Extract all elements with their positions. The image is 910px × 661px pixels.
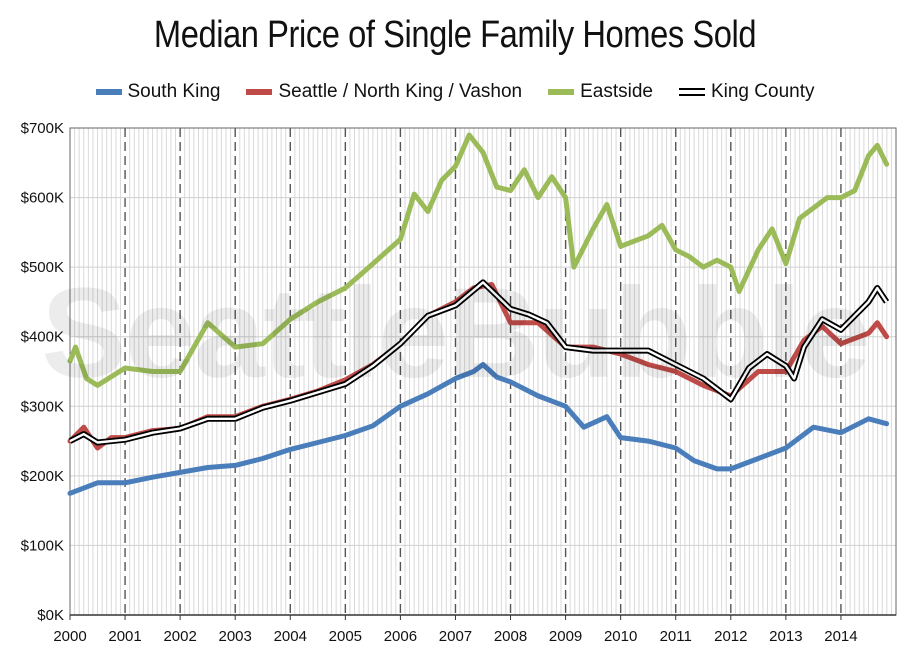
x-tick-label: 2009 — [549, 628, 582, 645]
tick-labels: $0K $100K $200K $300K $400K $500K $600K $700K 20… — [21, 120, 858, 645]
legend-label-seattle: Seattle / North King / Vashon — [278, 81, 523, 102]
x-tick-label: 2000 — [53, 628, 86, 645]
y-tick-label: $0K — [37, 607, 64, 624]
y-tick-label: $600K — [21, 190, 64, 207]
y-tick-label: $500K — [21, 259, 64, 276]
x-tick-label: 2007 — [439, 628, 472, 645]
y-tick-label: $100K — [21, 537, 64, 554]
y-tick-label: $400K — [21, 329, 64, 346]
series-line-eastside — [67, 132, 890, 388]
x-tick-label: 2003 — [219, 628, 252, 645]
x-tick-label: 2014 — [824, 628, 857, 645]
x-tick-label: 2001 — [108, 628, 141, 645]
x-tick-label: 2002 — [163, 628, 196, 645]
legend-swatch-south-king — [95, 89, 122, 95]
x-tick-label: 2005 — [329, 628, 362, 645]
legend-label-eastside: Eastside — [580, 81, 653, 102]
legend-item-king-county: King County — [678, 81, 815, 103]
series-line-south-king — [67, 362, 890, 496]
x-tick-label: 2008 — [494, 628, 527, 645]
legend-label-king-county: King County — [710, 81, 815, 102]
legend-item-eastside: Eastside — [548, 81, 653, 103]
chart-legend: South King Seattle / North King / Vashon… — [0, 78, 910, 106]
series-line-king-county — [69, 281, 888, 444]
y-tick-label: $300K — [21, 398, 64, 415]
axes — [69, 127, 897, 620]
legend-item-seattle: Seattle / North King / Vashon — [246, 81, 522, 103]
x-tick-label: 2012 — [714, 628, 747, 645]
chart-title: Median Price of Single Family Homes Sold — [153, 14, 757, 56]
legend-swatch-seattle — [246, 89, 273, 95]
x-tick-label: 2013 — [769, 628, 802, 645]
x-tick-label: 2004 — [274, 628, 307, 645]
legend-label-south-king: South King — [127, 81, 221, 102]
legend-swatch-king-county — [678, 88, 705, 96]
legend-swatch-eastside — [548, 89, 575, 95]
y-tick-label: $200K — [21, 468, 64, 485]
x-tick-label: 2011 — [660, 628, 692, 645]
y-tick-label: $700K — [21, 120, 64, 137]
series-lines — [67, 132, 890, 496]
legend-item-south-king: South King — [95, 81, 221, 103]
x-tick-label: 2010 — [604, 628, 637, 645]
x-tick-label: 2006 — [384, 628, 417, 645]
